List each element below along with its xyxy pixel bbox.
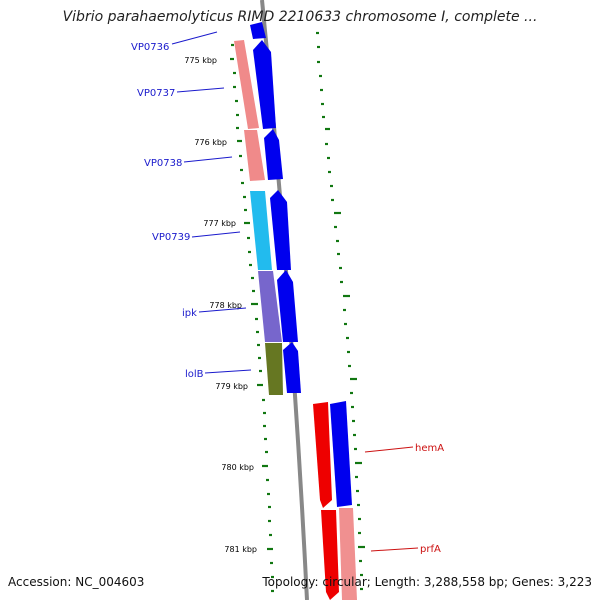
leader-hemA: [364, 446, 414, 453]
gene-block-vp0736[interactable]: [234, 40, 259, 129]
leader-ipk: [198, 307, 247, 313]
gene-block-prfA[interactable]: [321, 510, 339, 600]
gene-block-lolB[interactable]: [265, 343, 283, 395]
leader-vp0738: [183, 156, 233, 163]
gene-label-ipk[interactable]: ipk: [182, 308, 197, 319]
map-title: Vibrio parahaemolyticus RIMD 2210633 chr…: [62, 9, 538, 25]
cds-arrow-4[interactable]: [270, 190, 291, 270]
gene-label-lolB[interactable]: lolB: [185, 369, 204, 380]
tick-label-777: 777 kbp: [203, 219, 236, 228]
cds-arrow-1[interactable]: [250, 22, 266, 39]
gene-label-vp0738[interactable]: VP0738: [144, 158, 182, 169]
gene-label-hemA[interactable]: hemA: [415, 443, 444, 454]
outer-ruler: [316, 31, 365, 591]
cds-arrow-7[interactable]: [330, 401, 352, 507]
leader-vp0736: [171, 31, 218, 45]
tick-label-781: 781 kbp: [224, 545, 257, 554]
leader-prfA: [370, 547, 419, 552]
cds-arrow-2[interactable]: [253, 40, 276, 129]
gene-block-vp0739[interactable]: [250, 191, 272, 270]
topology-stats-text: Topology: circular; Length: 3,288,558 bp…: [262, 575, 592, 589]
tick-label-779: 779 kbp: [215, 382, 248, 391]
leader-vp0737: [176, 87, 225, 93]
tick-label-778: 778 kbp: [209, 301, 242, 310]
tick-label-776: 776 kbp: [194, 138, 227, 147]
tick-label-780: 780 kbp: [221, 463, 254, 472]
gene-label-vp0739[interactable]: VP0739: [152, 232, 190, 243]
gene-label-prfA[interactable]: prfA: [420, 544, 441, 555]
gene-block-hemA[interactable]: [313, 402, 332, 508]
gene-block-vp0737-0738[interactable]: [244, 130, 265, 181]
leader-lolB: [204, 369, 252, 374]
gene-label-vp0737[interactable]: VP0737: [137, 88, 175, 99]
tick-label-775: 775 kbp: [184, 56, 217, 65]
leader-vp0739: [191, 231, 241, 238]
cds-arrow-6[interactable]: [283, 342, 301, 393]
cds-arrow-3[interactable]: [264, 129, 283, 180]
cds-arrow-5[interactable]: [277, 270, 298, 342]
gene-block-ipk[interactable]: [258, 271, 282, 342]
gene-label-vp0736[interactable]: VP0736: [131, 42, 169, 53]
inner-ruler: [230, 43, 274, 593]
accession-text: Accession: NC_004603: [8, 575, 145, 589]
gene-block-prfA-outer[interactable]: [339, 508, 357, 600]
